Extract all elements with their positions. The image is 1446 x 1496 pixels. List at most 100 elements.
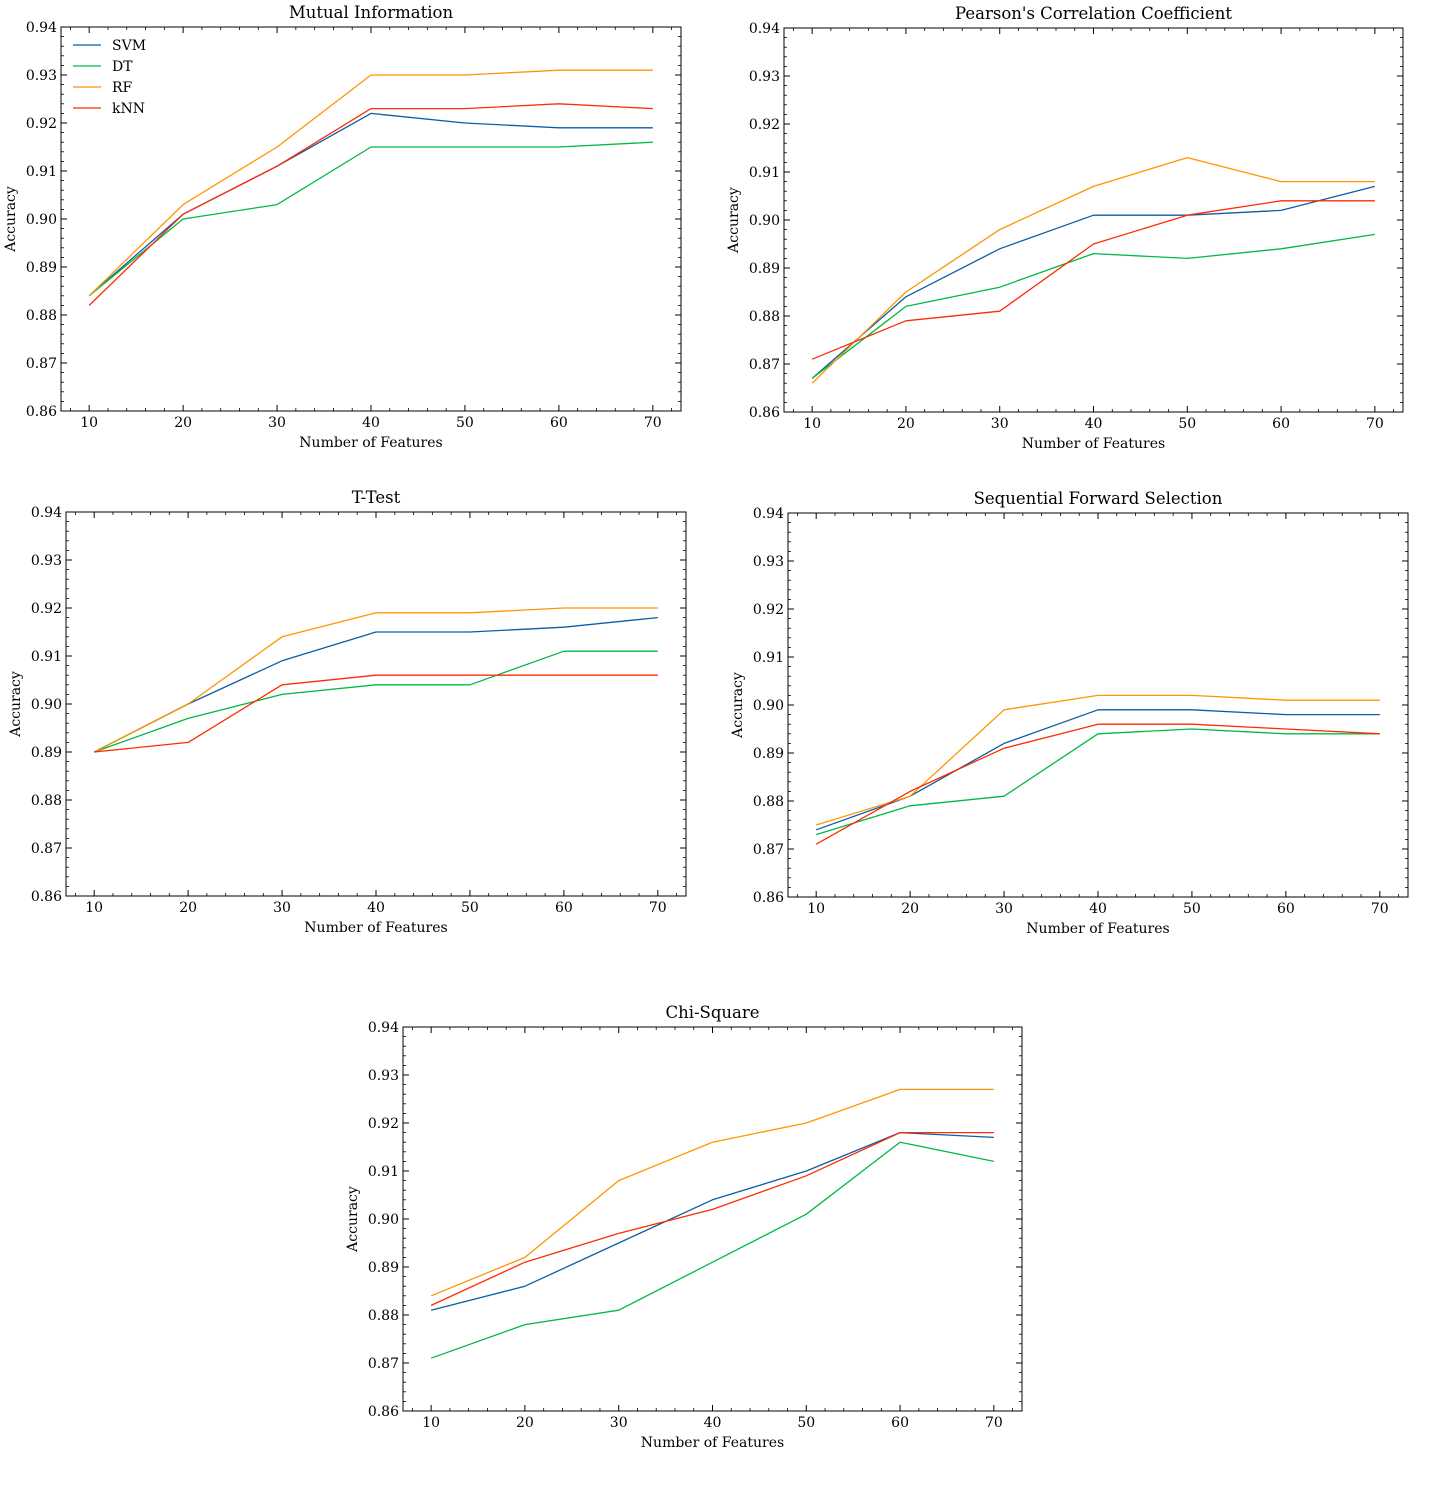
series-line-rf [88, 69, 653, 297]
plot-frame [402, 1026, 1023, 1412]
chart-panel-5: 10 20 30 40 50 60 70 0.86 0.87 0.88 0.89 0.90 0.91 0.… [345, 1003, 1023, 1451]
legend-label-dt: DT [112, 59, 133, 75]
x-tick-label: 20 [179, 900, 197, 916]
x-tick-label: 50 [461, 900, 479, 916]
x-tick-label: 30 [995, 901, 1013, 917]
x-tick-label: 10 [80, 415, 98, 431]
x-tick-label: 70 [1371, 901, 1389, 917]
x-tick-label: 70 [644, 415, 662, 431]
x-tick-label: 20 [516, 1415, 534, 1431]
legend-label-rf: RF [112, 80, 133, 96]
chart-title: Mutual Information [289, 3, 454, 22]
x-tick-label: 60 [555, 900, 573, 916]
y-axis-label: Accuracy [726, 187, 742, 254]
x-tick-label: 30 [991, 416, 1009, 432]
x-tick-label: 30 [610, 1415, 628, 1431]
x-tick-label: 10 [85, 900, 103, 916]
y-tick-label: 0.89 [31, 745, 62, 761]
x-tick-label: 10 [422, 1415, 440, 1431]
chart-panel-3: 10 20 30 40 50 60 70 0.86 0.87 0.88 0.89 0.90 0.91 0.… [8, 488, 687, 936]
y-tick-label: 0.91 [753, 650, 784, 666]
y-axis-label: Accuracy [730, 672, 746, 739]
y-tick-label: 0.94 [31, 505, 62, 521]
y-tick-label: 0.93 [26, 68, 57, 84]
y-tick-label: 0.93 [368, 1068, 399, 1084]
y-tick-label: 0.89 [753, 746, 784, 762]
y-tick-label: 0.87 [368, 1356, 399, 1372]
series-line-rf [430, 1088, 994, 1297]
y-tick-label: 0.91 [26, 164, 57, 180]
y-tick-label: 0.88 [749, 309, 780, 325]
chart-title: Sequential Forward Selection [974, 489, 1223, 508]
x-axis-label: Number of Features [299, 435, 442, 451]
y-tick-label: 0.88 [26, 308, 57, 324]
x-axis-label: Number of Features [1022, 436, 1165, 452]
chart-panel-1: 10 20 30 40 50 60 70 0.86 0.87 0.88 0.89 0.90 0.91 0.… [3, 3, 682, 451]
y-axis-label: Accuracy [345, 1186, 361, 1253]
series-line-dt [811, 233, 1375, 379]
series-line-knn [94, 674, 658, 753]
x-tick-label: 70 [1366, 416, 1384, 432]
y-tick-label: 0.91 [368, 1164, 399, 1180]
x-tick-label: 30 [273, 900, 291, 916]
chart-title: Pearson's Correlation Coefficient [955, 4, 1232, 23]
legend: SVM DT RF kNN [73, 38, 146, 117]
y-tick-label: 0.89 [26, 260, 57, 276]
y-tick-label: 0.89 [749, 261, 780, 277]
series-line-svm [811, 185, 1376, 379]
x-tick-label: 20 [901, 901, 919, 917]
y-tick-label: 0.90 [26, 212, 57, 228]
plot-frame [60, 26, 682, 412]
x-tick-label: 60 [550, 415, 568, 431]
y-tick-label: 0.93 [749, 69, 780, 85]
y-tick-label: 0.94 [753, 506, 784, 522]
y-tick-label: 0.93 [31, 553, 62, 569]
y-tick-label: 0.92 [31, 601, 62, 617]
x-tick-label: 60 [1272, 416, 1290, 432]
x-tick-label: 60 [1277, 901, 1295, 917]
x-axis-label: Number of Features [304, 920, 447, 936]
y-tick-label: 0.89 [368, 1260, 399, 1276]
x-tick-label: 70 [649, 900, 667, 916]
y-tick-label: 0.92 [749, 117, 780, 133]
x-tick-label: 10 [803, 416, 821, 432]
y-tick-label: 0.86 [749, 405, 780, 421]
series-line-knn [430, 1131, 994, 1306]
y-tick-label: 0.91 [31, 649, 62, 665]
chart-title: Chi-Square [665, 1003, 759, 1022]
y-tick-label: 0.92 [26, 116, 57, 132]
series-line-knn [88, 103, 653, 306]
x-tick-label: 20 [174, 415, 192, 431]
series-line-knn [811, 200, 1375, 360]
plot-frame [787, 512, 1409, 898]
x-tick-label: 40 [1085, 416, 1103, 432]
y-tick-label: 0.94 [26, 20, 57, 36]
series-line-dt [93, 650, 658, 753]
chart-panel-4: 10 20 30 40 50 60 70 0.86 0.87 0.88 0.89 0.90 0.91 0.… [730, 489, 1409, 937]
y-tick-label: 0.92 [753, 602, 784, 618]
x-tick-label: 30 [268, 415, 286, 431]
legend-label-svm: SVM [112, 38, 146, 54]
y-tick-label: 0.91 [749, 165, 780, 181]
plot-frame [65, 511, 687, 897]
x-tick-label: 50 [1183, 901, 1201, 917]
y-tick-label: 0.88 [368, 1308, 399, 1324]
y-axis-label: Accuracy [3, 186, 19, 253]
y-axis-label: Accuracy [8, 671, 24, 738]
y-tick-label: 0.86 [31, 889, 62, 905]
y-tick-label: 0.87 [26, 356, 57, 372]
series-line-svm [430, 1131, 994, 1311]
series-line-knn [815, 723, 1380, 845]
legend-label-knn: kNN [112, 101, 145, 117]
series-line-rf [811, 156, 1375, 384]
x-tick-label: 40 [367, 900, 385, 916]
chart-panel-2: 10 20 30 40 50 60 70 0.86 0.87 0.88 0.89 0.90 0.91 0.… [726, 4, 1404, 452]
x-tick-label: 40 [362, 415, 380, 431]
y-tick-label: 0.90 [749, 213, 780, 229]
y-tick-label: 0.87 [753, 842, 784, 858]
y-tick-label: 0.92 [368, 1116, 399, 1132]
y-tick-label: 0.86 [368, 1404, 399, 1420]
x-tick-label: 10 [807, 901, 825, 917]
x-tick-label: 20 [897, 416, 915, 432]
